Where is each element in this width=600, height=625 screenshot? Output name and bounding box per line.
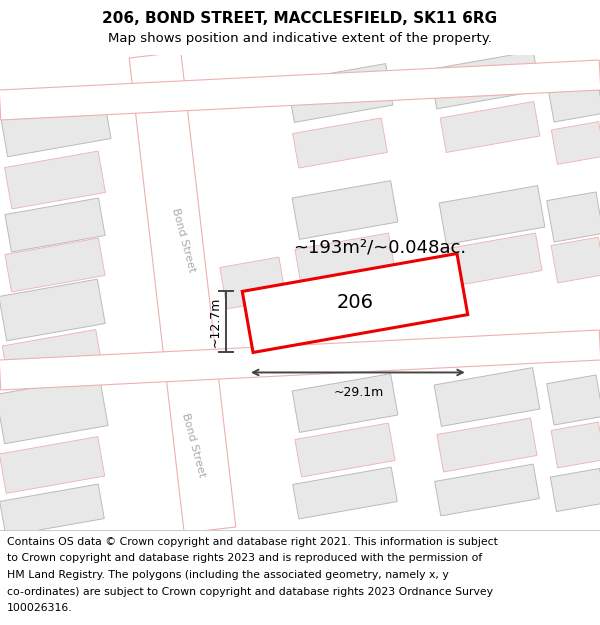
Polygon shape: [547, 192, 600, 242]
Text: Bond Street: Bond Street: [179, 412, 206, 478]
Text: 206, BOND STREET, MACCLESFIELD, SK11 6RG: 206, BOND STREET, MACCLESFIELD, SK11 6RG: [103, 11, 497, 26]
Polygon shape: [442, 233, 542, 287]
Polygon shape: [220, 257, 286, 309]
Polygon shape: [0, 376, 108, 444]
Polygon shape: [434, 368, 540, 426]
Polygon shape: [293, 467, 397, 519]
Text: Map shows position and indicative extent of the property.: Map shows position and indicative extent…: [108, 32, 492, 45]
Polygon shape: [295, 423, 395, 477]
Text: Bond Street: Bond Street: [170, 207, 196, 273]
Text: ~29.1m: ~29.1m: [333, 386, 383, 399]
Text: 100026316.: 100026316.: [7, 603, 73, 613]
Polygon shape: [440, 101, 540, 152]
Polygon shape: [0, 279, 105, 341]
Polygon shape: [551, 122, 600, 164]
Polygon shape: [551, 422, 600, 468]
Text: co-ordinates) are subject to Crown copyright and database rights 2023 Ordnance S: co-ordinates) are subject to Crown copyr…: [7, 586, 493, 596]
Polygon shape: [430, 51, 540, 109]
Polygon shape: [5, 238, 105, 292]
Text: to Crown copyright and database rights 2023 and is reproduced with the permissio: to Crown copyright and database rights 2…: [7, 553, 482, 563]
Polygon shape: [547, 375, 600, 425]
Text: HM Land Registry. The polygons (including the associated geometry, namely x, y: HM Land Registry. The polygons (includin…: [7, 570, 449, 580]
Polygon shape: [5, 198, 105, 252]
Polygon shape: [435, 464, 539, 516]
Polygon shape: [0, 60, 600, 120]
Polygon shape: [0, 484, 104, 536]
Polygon shape: [129, 52, 236, 533]
Polygon shape: [0, 89, 111, 157]
Polygon shape: [287, 64, 393, 122]
Polygon shape: [292, 181, 398, 239]
Polygon shape: [2, 329, 102, 381]
Polygon shape: [5, 151, 106, 209]
Text: 206: 206: [337, 294, 373, 312]
Text: Contains OS data © Crown copyright and database right 2021. This information is : Contains OS data © Crown copyright and d…: [7, 537, 498, 547]
Polygon shape: [292, 374, 398, 432]
Polygon shape: [0, 330, 600, 390]
Polygon shape: [437, 418, 537, 472]
Text: ~12.7m: ~12.7m: [208, 297, 221, 347]
Polygon shape: [547, 72, 600, 122]
Polygon shape: [242, 254, 468, 352]
Polygon shape: [0, 437, 105, 493]
Polygon shape: [439, 186, 545, 244]
Polygon shape: [295, 233, 395, 287]
Polygon shape: [550, 468, 600, 512]
Text: ~193m²/~0.048ac.: ~193m²/~0.048ac.: [293, 239, 467, 257]
Polygon shape: [551, 237, 600, 283]
Polygon shape: [293, 118, 388, 168]
